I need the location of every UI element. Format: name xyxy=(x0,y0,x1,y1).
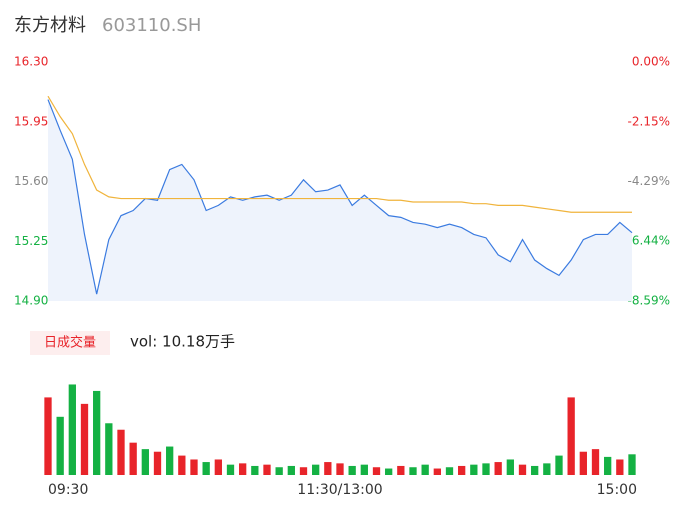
volume-bar xyxy=(105,423,113,475)
volume-bar xyxy=(287,465,295,475)
volume-bar xyxy=(604,456,612,475)
volume-bar xyxy=(567,397,575,475)
volume-bar xyxy=(166,446,174,475)
volume-bar xyxy=(202,462,210,475)
volume-bar xyxy=(348,465,356,475)
volume-bar xyxy=(531,465,539,475)
volume-title: 日成交量 xyxy=(44,335,96,351)
x-tick-label: 15:00 xyxy=(597,482,637,498)
volume-bar xyxy=(409,467,417,475)
volume-bar xyxy=(190,459,198,475)
volume-bar xyxy=(397,465,405,475)
volume-bar xyxy=(68,384,76,475)
volume-bar xyxy=(591,449,600,475)
volume-bar xyxy=(445,467,454,475)
volume-bar xyxy=(178,455,186,475)
volume-bar xyxy=(555,455,563,475)
volume-bar xyxy=(372,467,381,475)
volume-bar xyxy=(129,442,137,475)
y-tick-label: 14.90 xyxy=(14,294,48,308)
volume-bar xyxy=(226,464,235,475)
stock-name: 东方材料 xyxy=(14,15,86,36)
volume-bar xyxy=(628,454,636,475)
series-line xyxy=(47,95,632,213)
volume-bar xyxy=(616,459,624,475)
volume-bar xyxy=(421,464,429,475)
stock-code: 603110.SH xyxy=(102,15,201,36)
y-tick-label: 16.30 xyxy=(14,55,48,69)
volume-bar xyxy=(506,459,514,475)
volume-bar xyxy=(299,467,308,475)
y2-tick-label: 0.00% xyxy=(632,55,670,69)
volume-bar xyxy=(518,464,527,475)
x-tick-label: 11:30/13:00 xyxy=(297,482,382,498)
volume-bar xyxy=(117,429,125,475)
volume-bar xyxy=(385,468,393,475)
volume-bar xyxy=(153,451,162,475)
volume-bar xyxy=(543,463,551,475)
y2-tick-label: -2.15% xyxy=(628,114,670,128)
volume-bar xyxy=(579,451,587,475)
volume-bar xyxy=(80,403,89,475)
y-tick-label: 15.95 xyxy=(14,114,48,128)
volume-annotation: vol: 10.18万手 xyxy=(130,333,235,351)
volume-badge xyxy=(30,331,110,355)
volume-bar xyxy=(433,468,441,475)
volume-bar xyxy=(214,459,222,475)
volume-bar xyxy=(312,464,320,475)
y-tick-label: 15.60 xyxy=(14,174,48,188)
volume-bar xyxy=(494,462,502,475)
volume-bar xyxy=(263,464,271,475)
volume-bar xyxy=(44,397,52,475)
x-tick-label: 09:30 xyxy=(48,482,88,498)
volume-bar xyxy=(275,467,283,475)
y2-tick-label: -4.29% xyxy=(628,174,670,188)
price-area xyxy=(48,99,632,301)
volume-bar xyxy=(482,463,490,475)
volume-bar xyxy=(141,449,149,475)
volume-bar xyxy=(458,465,466,475)
volume-bar xyxy=(239,463,247,475)
volume-bar xyxy=(324,462,332,475)
volume-bar xyxy=(56,416,64,475)
volume-bar xyxy=(360,464,368,475)
volume-bar xyxy=(93,390,101,475)
y2-tick-label: -8.59% xyxy=(628,294,670,308)
volume-bar xyxy=(336,463,344,475)
y2-tick-label: -6.44% xyxy=(628,234,670,248)
volume-bar xyxy=(470,464,478,475)
y-tick-label: 15.25 xyxy=(14,234,48,248)
volume-bar xyxy=(251,465,259,475)
